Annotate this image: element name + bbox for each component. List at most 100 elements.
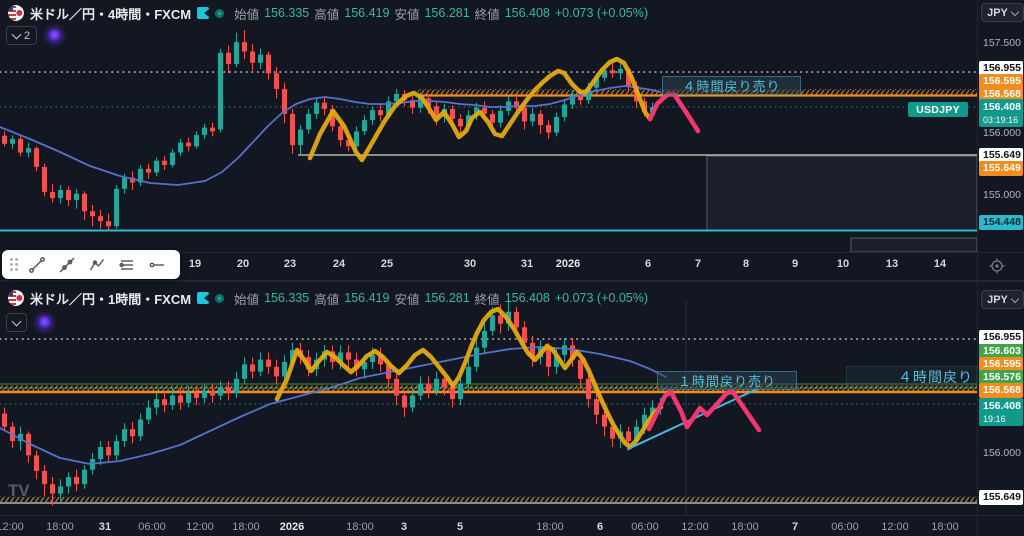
price-scale-label: 156.000 — [983, 127, 1021, 139]
fib-levels-icon[interactable] — [112, 253, 142, 277]
time-axis-tick: 2026 — [555, 258, 581, 270]
axis-divider — [0, 515, 1024, 516]
time-axis-tick: 18:00 — [46, 521, 74, 533]
price-scale-label: 156.000 — [983, 447, 1021, 459]
price-scale-label: 156.595 — [979, 357, 1023, 372]
price-scale-label: 156.568 — [979, 383, 1023, 398]
projection-box[interactable] — [706, 155, 977, 231]
time-axis-tick: 12:00 — [881, 521, 909, 533]
panel-divider[interactable] — [0, 280, 1024, 282]
time-axis-tick: 7 — [694, 258, 702, 270]
indicator-legend-1h — [6, 313, 51, 332]
indicator-logo-icon[interactable] — [38, 316, 51, 329]
time-axis-tick: 6 — [596, 521, 604, 533]
axis-settings-gear-icon[interactable] — [989, 258, 1005, 279]
price-scale-label: 155.649 — [979, 161, 1023, 176]
time-axis-tick: 23 — [283, 258, 297, 270]
tradingview-logo[interactable]: TV — [8, 481, 30, 500]
hatch-band — [0, 385, 977, 391]
bar-countdown: 19:16 — [983, 414, 1006, 424]
annotation-4h-sell[interactable]: ４時間戻り売り — [662, 76, 801, 95]
time-axis-tick: 7 — [791, 521, 799, 533]
time-axis-tick: 5 — [456, 521, 464, 533]
currency-toggle-button[interactable]: JPY — [981, 3, 1024, 22]
annotation-4h-sell-clipped[interactable]: ４時間戻り — [846, 366, 977, 387]
chevron-down-icon — [11, 29, 22, 40]
time-axis-tick: 18:00 — [346, 521, 374, 533]
trend-line-icon[interactable] — [22, 253, 52, 277]
time-axis-tick: 18:00 — [731, 521, 759, 533]
price-scale-label: 156.568 — [979, 87, 1023, 102]
price-scale[interactable]: 157.500 156.955 156.595 156.568 156.408 03:19… — [978, 0, 1024, 536]
symbol-title: 米ドル／円・4時間・FXCM — [30, 6, 192, 22]
time-axis-tick: 9 — [791, 258, 799, 270]
time-axis-tick: 19 — [188, 258, 202, 270]
projection-box[interactable] — [850, 237, 977, 252]
time-axis-tick: 13 — [885, 258, 899, 270]
last-price-label: 156.408 03:19:16 — [979, 99, 1023, 127]
time-axis-tick: 3 — [400, 521, 408, 533]
time-axis-tick: 30 — [463, 258, 477, 270]
candlestick-chart-1h[interactable] — [0, 281, 977, 515]
time-axis-tick: 31 — [98, 521, 112, 533]
symbol-header-4h[interactable]: 米ドル／円・4時間・FXCM 始値 156.335 高値 156.419 安値 156… — [8, 4, 648, 22]
ma-slow-line[interactable] — [0, 85, 661, 186]
time-axis-1h[interactable]: 12:00 18:00 31 06:00 12:00 18:00 2026 18:00 3 5 18… — [0, 515, 977, 536]
indicator-logo-icon[interactable] — [48, 29, 62, 42]
time-axis-tick: 6 — [644, 258, 652, 270]
symbol-header-1h[interactable]: 米ドル／円・1時間・FXCM 始値 156.335 高値 156.419 安値 156… — [8, 289, 648, 307]
ray-line-icon[interactable] — [52, 253, 82, 277]
time-axis-tick: 2026 — [279, 521, 305, 533]
hand-drawn-path-annotation[interactable] — [647, 91, 701, 134]
price-scale-label: 156.603 — [979, 344, 1023, 359]
ma-fast-line[interactable] — [307, 56, 653, 163]
time-axis-tick: 18:00 — [232, 521, 260, 533]
time-axis-tick: 14 — [933, 258, 947, 270]
polyline-icon[interactable] — [82, 253, 112, 277]
drawing-toolbar[interactable] — [2, 250, 180, 279]
price-scale-label: 155.649 — [979, 490, 1023, 505]
time-axis-tick: 06:00 — [831, 521, 859, 533]
usdjpy-flag-icon — [8, 5, 24, 21]
time-axis-4h[interactable]: 19 20 23 24 25 30 31 2026 6 7 8 9 10 13 14 — [0, 252, 977, 280]
price-scale-label: 154.448 — [979, 215, 1023, 230]
last-price-label: 156.408 19:16 — [979, 398, 1023, 426]
hatch-band — [0, 496, 977, 502]
time-axis-tick: 24 — [332, 258, 346, 270]
time-axis-tick: 18:00 — [931, 521, 959, 533]
annotation-1h-sell[interactable]: １時間戻り売り — [657, 371, 797, 390]
market-open-icon — [215, 293, 225, 303]
price-change: +0.073 (+0.05%) — [554, 6, 648, 20]
time-axis-tick: 31 — [520, 258, 534, 270]
ma-slow-line[interactable] — [0, 346, 667, 465]
time-axis-tick: 12:00 — [186, 521, 214, 533]
ma-fast-line[interactable] — [274, 306, 664, 450]
broker-logo-icon — [197, 292, 210, 304]
price-scale-label: 156.576 — [979, 370, 1023, 385]
candlestick-chart-4h[interactable] — [0, 0, 977, 252]
ohlc-readout-4h: 始値 156.335 高値 156.419 安値 156.281 終値 156.408 … — [234, 6, 648, 22]
time-axis-tick: 06:00 — [138, 521, 166, 533]
hand-drawn-path-annotation[interactable] — [646, 389, 762, 433]
time-axis-tick: 25 — [380, 258, 394, 270]
chevron-down-icon — [1010, 7, 1020, 16]
time-axis-tick: 18:00 — [536, 521, 564, 533]
axis-divider — [0, 252, 1024, 253]
price-change: +0.073 (+0.05%) — [554, 291, 648, 305]
price-scale-label: 156.955 — [979, 330, 1023, 345]
scale-divider — [977, 0, 978, 536]
time-axis-tick: 06:00 — [631, 521, 659, 533]
indicator-legend-4h: 2 — [6, 26, 62, 45]
legend-collapse-button[interactable]: 2 — [6, 26, 38, 45]
candles — [2, 30, 655, 230]
price-scale-label: 155.649 — [979, 148, 1023, 163]
broker-logo-icon — [197, 7, 210, 19]
legend-collapse-button[interactable] — [6, 313, 27, 332]
time-axis-tick: 12:00 — [681, 521, 709, 533]
bar-countdown: 03:19:16 — [983, 115, 1019, 125]
time-axis-tick: 10 — [836, 258, 850, 270]
currency-toggle-button[interactable]: JPY — [981, 290, 1024, 309]
horizontal-ray-icon[interactable] — [142, 253, 172, 277]
drag-handle-icon[interactable] — [10, 258, 18, 271]
